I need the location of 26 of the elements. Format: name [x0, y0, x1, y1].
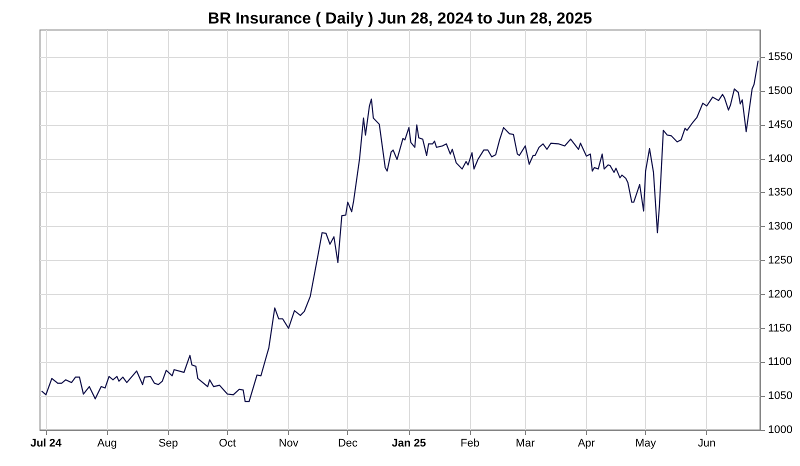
y-tick-label: 1400 — [768, 152, 792, 165]
x-tick-label: Jan 25 — [392, 438, 426, 450]
x-tick-label: Mar — [516, 438, 536, 450]
x-tick-label: Oct — [218, 438, 236, 450]
y-tick-label: 1550 — [768, 51, 792, 64]
line-series — [41, 60, 759, 402]
y-tick-label: 1250 — [768, 254, 792, 267]
y-tick-label: 1450 — [768, 118, 792, 131]
x-tick-label: Nov — [278, 438, 299, 450]
x-tick-label: Dec — [338, 438, 358, 450]
x-tick-label: Apr — [578, 438, 596, 450]
x-tick-label: Jul 24 — [30, 438, 62, 450]
y-tick-label: 1000 — [768, 424, 792, 436]
y-tick-label: 1150 — [768, 322, 792, 334]
x-tick-label: May — [635, 438, 656, 450]
y-tick-label: 1500 — [768, 85, 792, 98]
x-tick-label: Aug — [97, 438, 117, 450]
y-tick-label: 1350 — [768, 186, 792, 199]
x-tick-label: Sep — [158, 438, 178, 450]
y-tick-label: 1050 — [768, 390, 792, 402]
y-tick-label: 1300 — [768, 220, 792, 233]
chart-title: BR Insurance ( Daily ) Jun 28, 2024 to Jun 28, 2025 — [208, 10, 592, 28]
y-tick-label: 1100 — [768, 356, 792, 368]
x-tick-label: Jun — [698, 438, 716, 450]
y-tick-label: 1200 — [768, 288, 792, 300]
x-tick-label: Feb — [460, 438, 480, 450]
